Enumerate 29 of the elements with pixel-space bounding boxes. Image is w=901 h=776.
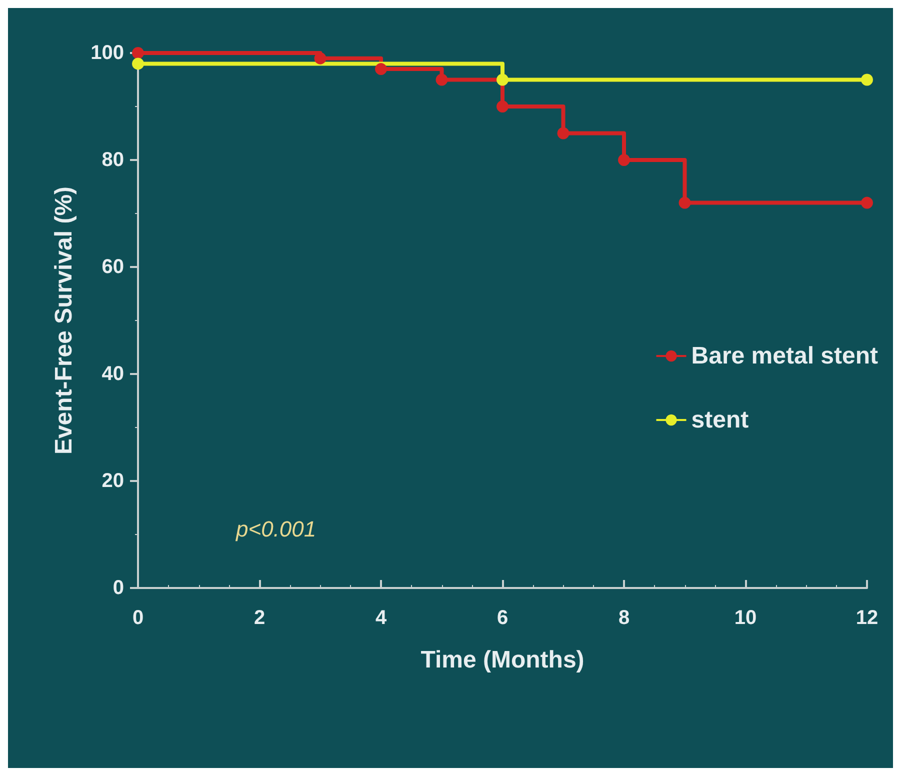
y-tick-label: 100: [90, 42, 124, 64]
y-axis-title: Event-Free Survival (%): [50, 186, 78, 455]
x-tick-label: 4: [375, 607, 388, 629]
point: [496, 74, 508, 86]
point: [375, 63, 387, 76]
y-tick-label: 60: [102, 256, 124, 278]
legend-label: stent: [691, 406, 749, 434]
x-tick-label: 2: [254, 607, 266, 629]
point: [618, 154, 630, 166]
point: [678, 196, 691, 209]
point: [557, 127, 570, 140]
point: [314, 52, 326, 64]
point: [861, 74, 873, 86]
x-tick-label: 10: [734, 607, 757, 629]
point: [436, 74, 448, 86]
point: [861, 196, 873, 209]
y-tick-label: 80: [102, 149, 124, 171]
point: [496, 100, 508, 112]
x-axis-title: Time (Months): [420, 646, 584, 674]
legend-label: Bare metal stent: [691, 342, 878, 370]
x-tick-label: 6: [496, 607, 508, 629]
y-tick-label: 0: [112, 577, 124, 599]
x-tick-label: 0: [132, 607, 144, 629]
y-tick-label: 20: [102, 470, 124, 492]
y-tick-label: 40: [102, 363, 124, 385]
annotation: p<0.001: [235, 516, 316, 542]
x-tick-label: 12: [856, 607, 878, 629]
point: [132, 58, 144, 70]
x-tick-label: 8: [618, 607, 630, 629]
